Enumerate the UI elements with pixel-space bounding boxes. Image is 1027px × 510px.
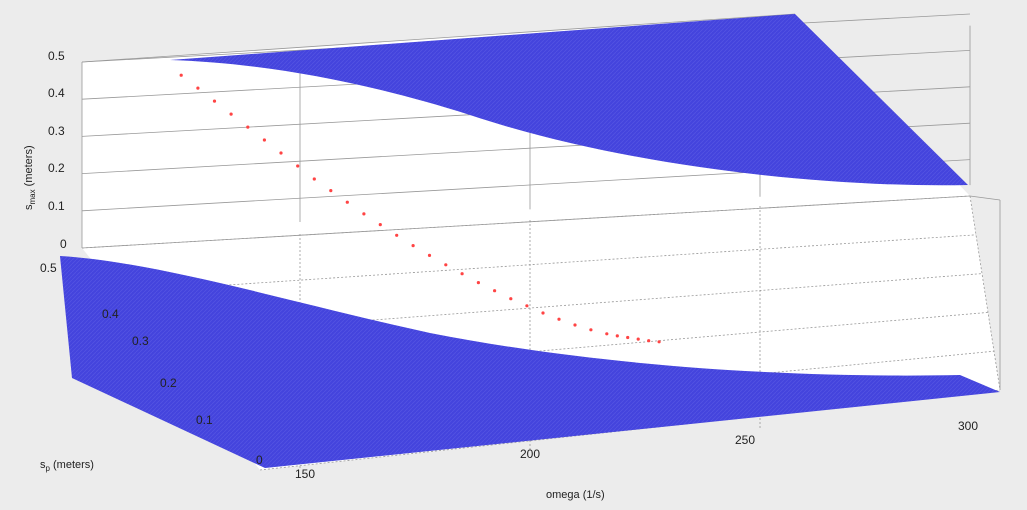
x-tick: 300 — [958, 419, 978, 433]
svg-text:sp (meters): sp (meters) — [40, 459, 94, 473]
red-marker-point — [179, 73, 183, 77]
red-marker-point — [557, 317, 561, 321]
red-marker-point — [345, 200, 349, 204]
z-tick: 0 — [60, 237, 67, 251]
red-marker-point — [279, 151, 283, 155]
red-marker-point — [212, 99, 217, 103]
red-marker-point — [493, 289, 497, 293]
y-tick: 0.1 — [196, 413, 213, 427]
red-marker-point — [573, 323, 577, 327]
y-tick: 0.2 — [160, 376, 177, 390]
red-marker-point — [636, 337, 640, 341]
axis-edge — [81, 13, 796, 63]
y-grid-line — [81, 195, 971, 249]
red-marker-point — [460, 272, 464, 276]
red-marker-point — [196, 86, 200, 90]
red-marker-point — [312, 177, 316, 181]
z-tick-labels: 0.5 0.4 0.3 0.2 0.1 0 — [48, 49, 67, 251]
red-marker-point — [427, 253, 432, 257]
axis-edge — [969, 195, 1001, 201]
red-marker-point — [411, 244, 415, 248]
y-axis-label: sp (meters) — [40, 459, 94, 473]
red-marker-point — [647, 339, 651, 343]
y-tick: 0 — [256, 453, 263, 467]
z-axis-label: smax (meters) — [23, 145, 37, 210]
z-tick: 0.3 — [48, 124, 65, 138]
x-tick-labels: 150 200 250 300 — [295, 419, 978, 481]
z-tick: 0.4 — [48, 86, 65, 100]
y-tick: 0.5 — [40, 261, 57, 275]
red-marker-point — [378, 223, 382, 227]
red-marker-point — [509, 297, 513, 301]
y-grid-line — [117, 234, 977, 293]
red-marker-point — [296, 164, 300, 168]
y-tick: 0.3 — [132, 334, 149, 348]
red-marker-point — [541, 311, 545, 315]
red-marker-point — [615, 334, 619, 338]
red-marker-point — [525, 304, 529, 308]
red-marker-point — [362, 212, 366, 216]
red-marker-point — [329, 189, 333, 193]
red-marker-series — [179, 73, 661, 344]
red-marker-point — [246, 125, 250, 129]
x-tick: 250 — [735, 433, 755, 447]
red-marker-point — [444, 263, 448, 267]
z-tick: 0.1 — [48, 199, 65, 213]
red-marker-point — [589, 328, 593, 332]
red-marker-point — [476, 281, 480, 285]
red-marker-point — [657, 340, 661, 344]
surface-lower-texture — [60, 256, 1000, 468]
red-marker-point — [262, 138, 266, 142]
x-tick: 200 — [520, 447, 540, 461]
y-tick: 0.4 — [102, 307, 119, 321]
z-tick: 0.5 — [48, 49, 65, 63]
red-marker-point — [605, 332, 609, 336]
x-axis-label: omega (1/s) — [546, 489, 605, 501]
red-marker-point — [626, 335, 630, 340]
red-marker-point — [395, 233, 399, 237]
surface-upper-texture — [170, 14, 968, 186]
svg-text:smax (meters): smax (meters) — [23, 145, 37, 210]
x-grid-line — [969, 195, 1001, 391]
z-tick: 0.2 — [48, 161, 65, 175]
x-tick: 150 — [295, 467, 315, 481]
y-tick-labels: 0.5 0.4 0.3 0.2 0.1 0 — [40, 261, 263, 467]
y-grid-line — [153, 273, 983, 338]
red-marker-point — [229, 112, 233, 116]
